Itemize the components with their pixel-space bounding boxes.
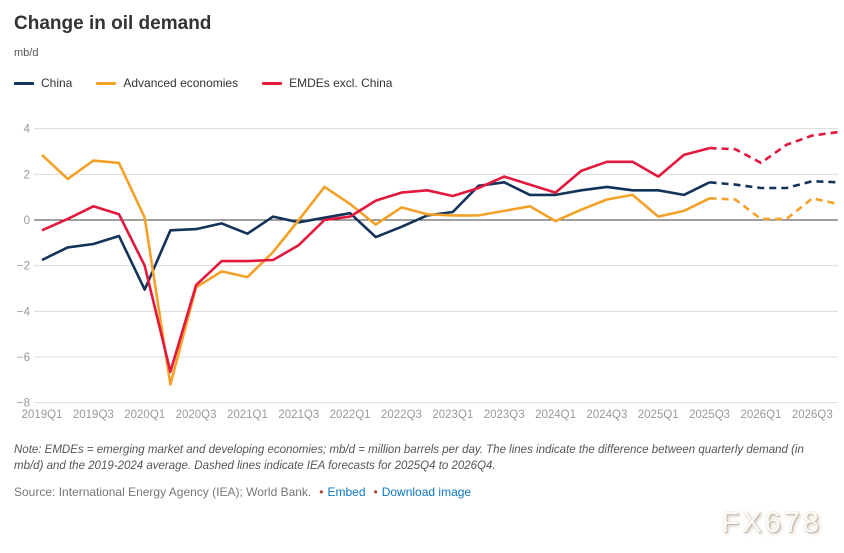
- download-image-link[interactable]: Download image: [381, 484, 472, 499]
- y-tick-label: 0: [24, 215, 30, 227]
- x-axis-labels: 2019Q1 2019Q3 2020Q1 2020Q3 2021Q1 2021Q3 2022…: [22, 409, 833, 421]
- watermark-fx678: FX678: [721, 507, 822, 539]
- legend-item-emdes-excl-china: EMDEs excl. China: [262, 76, 392, 90]
- y-tick-label: −8: [17, 398, 30, 410]
- y-tick-label: −2: [17, 261, 30, 273]
- embed-link[interactable]: Embed: [327, 484, 366, 499]
- series-emdes-excl-china-line: [41, 146, 710, 374]
- x-tick-label: 2021Q1: [227, 409, 268, 421]
- page-title: Change in oil demand: [14, 13, 212, 34]
- x-tick-label: 2020Q3: [176, 409, 217, 421]
- x-tick-label: 2025Q1: [638, 409, 679, 421]
- source-text: Source: International Energy Agency (IEA…: [14, 484, 312, 499]
- legend-label-advanced-economies: Advanced economies: [123, 76, 239, 90]
- advanced-economies-line-swatch: [96, 81, 117, 85]
- emdes-line-swatch: [262, 81, 283, 85]
- source-line: Source: International Energy Agency (IEA…: [14, 485, 830, 499]
- x-tick-label: 2024Q3: [586, 409, 627, 421]
- y-tick-label: −6: [17, 352, 30, 364]
- legend: China Advanced economies EMDEs excl. Chi…: [14, 75, 830, 91]
- chart-note: Note: EMDEs = emerging market and develo…: [14, 444, 804, 473]
- x-tick-label: 2026Q1: [740, 409, 781, 421]
- x-tick-label: 2025Q3: [689, 409, 730, 421]
- x-tick-label: 2020Q1: [124, 409, 165, 421]
- x-tick-label: 2019Q3: [73, 409, 114, 421]
- series-emdes-excl-china-forecast-line: [709, 130, 839, 165]
- series-advanced-economies-line: [41, 153, 711, 386]
- series-advanced-economies-forecast-line: [709, 197, 839, 221]
- y-axis-labels: 4 2 0 −2 −4 −6 −8: [17, 124, 31, 410]
- y-tick-label: 4: [24, 124, 31, 136]
- header: Change in oil demand mb/d China Advanced…: [0, 0, 844, 91]
- x-tick-label: 2026Q3: [792, 409, 833, 421]
- legend-item-advanced-economies: Advanced economies: [96, 76, 238, 90]
- x-tick-label: 2022Q3: [381, 409, 422, 421]
- y-tick-label: 2: [24, 169, 30, 181]
- bullet-separator: •: [319, 484, 324, 499]
- legend-item-china: China: [14, 76, 72, 90]
- x-tick-label: 2023Q1: [432, 409, 473, 421]
- x-tick-label: 2022Q1: [330, 409, 371, 421]
- bullet-separator: •: [373, 484, 378, 499]
- x-tick-label: 2021Q3: [278, 409, 319, 421]
- unit-label: mb/d: [14, 47, 39, 59]
- x-tick-label: 2019Q1: [22, 409, 63, 421]
- legend-label-china: China: [41, 76, 73, 90]
- china-line-swatch: [14, 81, 34, 85]
- x-tick-label: 2024Q1: [535, 409, 576, 421]
- legend-label-emdes-excl-china: EMDEs excl. China: [289, 76, 393, 90]
- series-china-forecast-line: [709, 179, 839, 190]
- y-tick-label: −4: [17, 306, 31, 318]
- x-tick-label: 2023Q3: [484, 409, 525, 421]
